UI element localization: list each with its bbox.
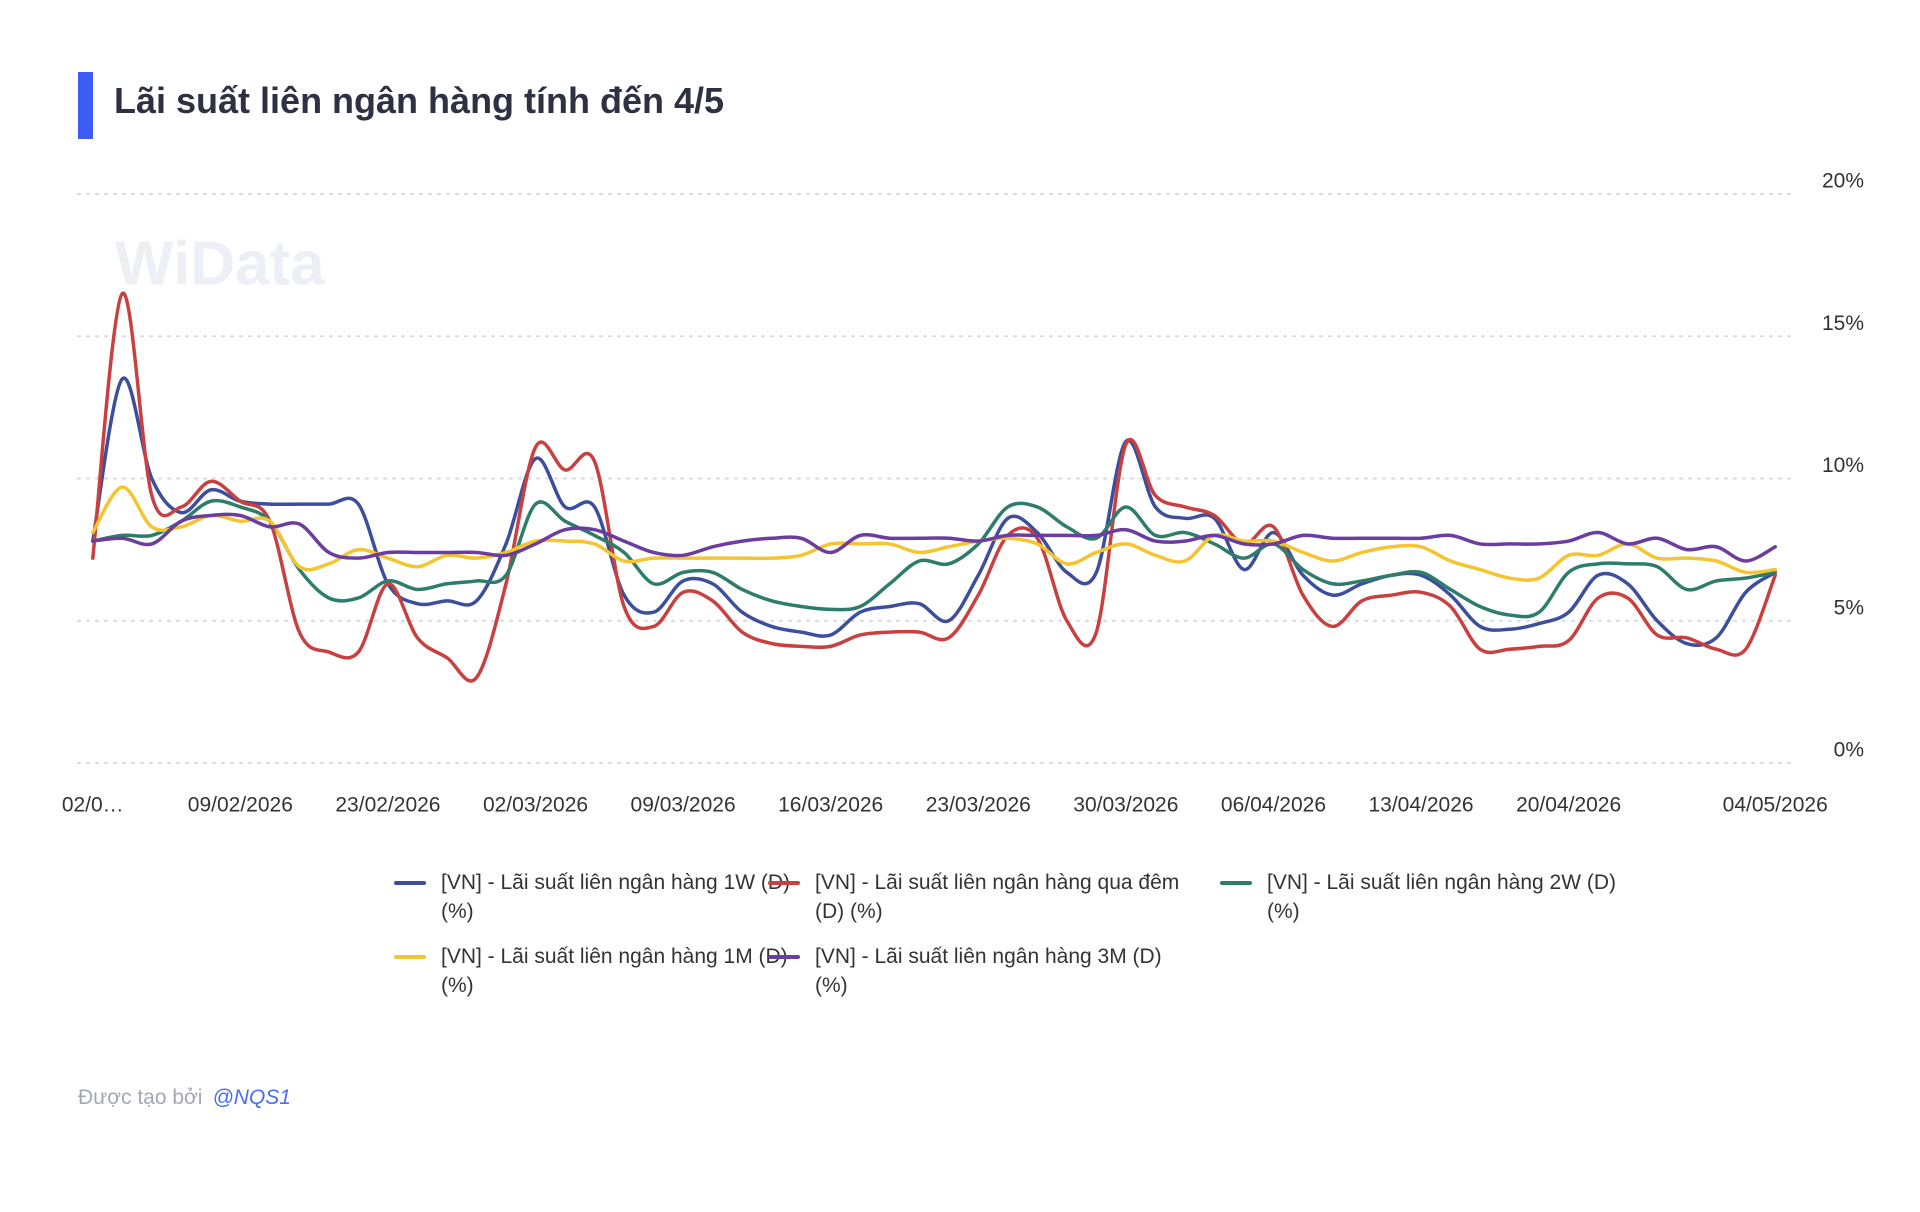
legend-label: [VN] - Lãi suất liên ngân hàng 3M (D) (%… xyxy=(815,945,1162,997)
legend-swatch xyxy=(768,955,800,959)
y-tick-label: 15% xyxy=(1822,312,1864,335)
y-tick-label: 0% xyxy=(1834,739,1864,762)
legend-item[interactable]: [VN] - Lãi suất liên ngân hàng 1W (D) (%… xyxy=(394,868,811,926)
y-tick-label: 10% xyxy=(1822,454,1864,477)
series-line xyxy=(91,291,1777,683)
legend-swatch xyxy=(768,881,800,885)
legend-item[interactable]: [VN] - Lãi suất liên ngân hàng 1M (D) (%… xyxy=(394,942,811,1000)
legend-item[interactable]: [VN] - Lãi suất liên ngân hàng 2W (D) (%… xyxy=(1220,868,1637,926)
watermark: WiData xyxy=(115,229,325,298)
legend-item[interactable]: [VN] - Lãi suất liên ngân hàng 3M (D) (%… xyxy=(768,942,1185,1000)
chart-title: Lãi suất liên ngân hàng tính đến 4/5 xyxy=(114,80,725,121)
y-tick-label: 5% xyxy=(1834,596,1864,619)
title-accent xyxy=(78,72,93,139)
series-line xyxy=(91,376,1777,647)
x-tick-label: 02/0… xyxy=(62,794,124,817)
x-tick-label: 13/04/2026 xyxy=(1368,794,1473,817)
footer-text: Được tạo bởi xyxy=(78,1086,203,1109)
y-tick-label: 20% xyxy=(1822,170,1864,193)
legend-swatch xyxy=(394,881,426,885)
x-tick-label: 30/03/2026 xyxy=(1073,794,1178,817)
series-line xyxy=(91,485,1777,582)
series-line xyxy=(91,512,1777,563)
legend-swatch xyxy=(394,955,426,959)
legend-label: [VN] - Lãi suất liên ngân hàng qua đêm (… xyxy=(815,871,1180,923)
x-tick-label: 09/02/2026 xyxy=(188,794,293,817)
legend-swatch xyxy=(1220,881,1252,885)
x-tick-label: 20/04/2026 xyxy=(1516,794,1621,817)
x-tick-label: 06/04/2026 xyxy=(1221,794,1326,817)
x-tick-label: 16/03/2026 xyxy=(778,794,883,817)
x-tick-label: 09/03/2026 xyxy=(631,794,736,817)
legend-item[interactable]: [VN] - Lãi suất liên ngân hàng qua đêm (… xyxy=(768,868,1185,926)
series-line xyxy=(91,498,1777,619)
x-tick-label: 23/02/2026 xyxy=(335,794,440,817)
footer: Được tạo bởi @NQS1 xyxy=(78,1086,291,1110)
legend-label: [VN] - Lãi suất liên ngân hàng 1M (D) (%… xyxy=(441,945,788,997)
legend-label: [VN] - Lãi suất liên ngân hàng 2W (D) (%… xyxy=(1267,871,1617,923)
legend-label: [VN] - Lãi suất liên ngân hàng 1W (D) (%… xyxy=(441,871,791,923)
x-tick-label: 04/05/2026 xyxy=(1723,794,1828,817)
author[interactable]: @NQS1 xyxy=(212,1086,291,1109)
x-tick-label: 23/03/2026 xyxy=(926,794,1031,817)
x-tick-label: 02/03/2026 xyxy=(483,794,588,817)
